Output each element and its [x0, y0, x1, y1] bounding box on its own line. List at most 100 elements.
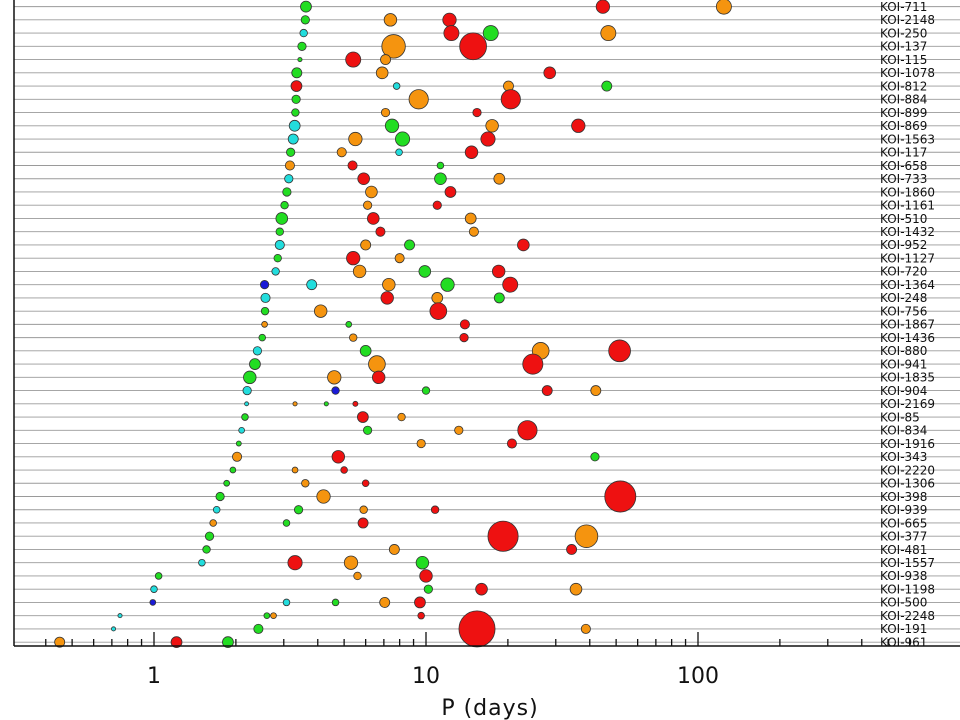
x-tick-label: 100	[677, 664, 719, 689]
planet-point	[288, 119, 301, 132]
system-label: KOI-1078	[880, 66, 935, 80]
planet-point	[500, 89, 521, 110]
planet-point	[421, 386, 431, 395]
planet-point	[380, 291, 394, 305]
planet-point	[357, 172, 370, 186]
planet-point	[472, 107, 482, 118]
system-label: KOI-1557	[880, 556, 935, 570]
planet-point	[54, 636, 66, 648]
system-label: KOI-1835	[880, 371, 935, 385]
planet-point	[352, 264, 367, 279]
system-label: KOI-756	[880, 304, 927, 318]
system-label: KOI-250	[880, 26, 927, 40]
planet-point	[300, 15, 310, 25]
planet-point	[291, 466, 299, 474]
planet-point	[232, 451, 243, 462]
planet-point	[316, 489, 331, 504]
planet-point	[388, 544, 400, 555]
planet-point	[566, 544, 578, 555]
system-label: KOI-665	[880, 516, 927, 530]
planet-point	[223, 479, 231, 487]
planet-point	[380, 54, 391, 66]
planet-point	[379, 596, 391, 608]
planet-point	[434, 172, 447, 186]
system-label: KOI-1432	[880, 225, 935, 239]
planet-point	[275, 227, 284, 236]
system-label: KOI-880	[880, 344, 927, 358]
system-label: KOI-1916	[880, 437, 935, 451]
planet-point	[259, 280, 270, 290]
planet-point	[291, 67, 303, 79]
planet-point	[541, 385, 553, 397]
planet-point	[491, 264, 506, 279]
planet-point	[375, 66, 389, 80]
planet-point	[301, 479, 310, 488]
planet-point	[359, 344, 372, 357]
planet-point	[395, 148, 403, 157]
planet-point	[493, 172, 506, 185]
system-label: KOI-1127	[880, 251, 935, 265]
planet-point	[327, 370, 342, 385]
planet-point	[270, 612, 277, 619]
planet-point	[235, 440, 242, 447]
planet-point	[260, 292, 271, 303]
planet-point	[238, 426, 245, 434]
planet-point	[571, 118, 586, 133]
planet-point	[380, 107, 391, 118]
planet-point	[432, 200, 442, 210]
planet-point	[297, 41, 307, 51]
system-label: KOI-248	[880, 291, 927, 305]
planet-point	[384, 118, 400, 133]
planet-point	[117, 613, 123, 619]
planet-point	[331, 386, 340, 395]
planet-point	[569, 582, 583, 596]
system-label: KOI-1860	[880, 185, 935, 199]
planet-point	[365, 185, 378, 199]
planet-point	[383, 13, 398, 27]
planet-point	[444, 186, 457, 198]
planet-point	[381, 34, 406, 59]
planet-point	[149, 599, 157, 606]
planet-point	[292, 401, 298, 407]
planet-point	[601, 80, 613, 92]
planet-point	[336, 147, 347, 158]
planet-point	[280, 201, 289, 210]
system-label: KOI-500	[880, 596, 927, 610]
planet-point	[242, 385, 252, 396]
system-label: KOI-941	[880, 357, 927, 371]
planet-point	[359, 505, 368, 514]
planet-point	[352, 400, 359, 407]
planet-point	[590, 452, 600, 462]
system-label: KOI-952	[880, 238, 927, 252]
planet-point	[347, 160, 358, 171]
planet-point	[111, 626, 117, 632]
planet-point	[475, 582, 488, 596]
system-label: KOI-2220	[880, 463, 935, 477]
system-label: KOI-1161	[880, 199, 935, 213]
planet-point	[464, 212, 477, 225]
planet-point	[458, 610, 496, 648]
planet-point	[260, 306, 270, 316]
plot-axes	[13, 0, 960, 647]
system-label: KOI-899	[880, 106, 927, 120]
system-label: KOI-398	[880, 490, 927, 504]
x-axis-title: P (days)	[441, 696, 538, 720]
system-label: KOI-2248	[880, 609, 935, 623]
planet-point	[263, 612, 271, 619]
planet-point	[150, 585, 158, 593]
planet-point	[595, 0, 611, 14]
planet-point	[382, 277, 396, 292]
system-label: KOI-711	[880, 0, 927, 14]
planet-point	[419, 569, 433, 583]
system-label: KOI-117	[880, 146, 927, 160]
system-label: KOI-510	[880, 212, 927, 226]
planet-point	[418, 265, 432, 278]
planet-point	[297, 57, 303, 63]
x-tick-label: 1	[147, 664, 161, 689]
planet-point	[543, 66, 556, 80]
planet-point	[417, 611, 425, 620]
planet-point	[229, 466, 237, 474]
planet-point	[459, 333, 469, 343]
planet-point	[363, 200, 373, 210]
planet-point	[271, 267, 280, 276]
